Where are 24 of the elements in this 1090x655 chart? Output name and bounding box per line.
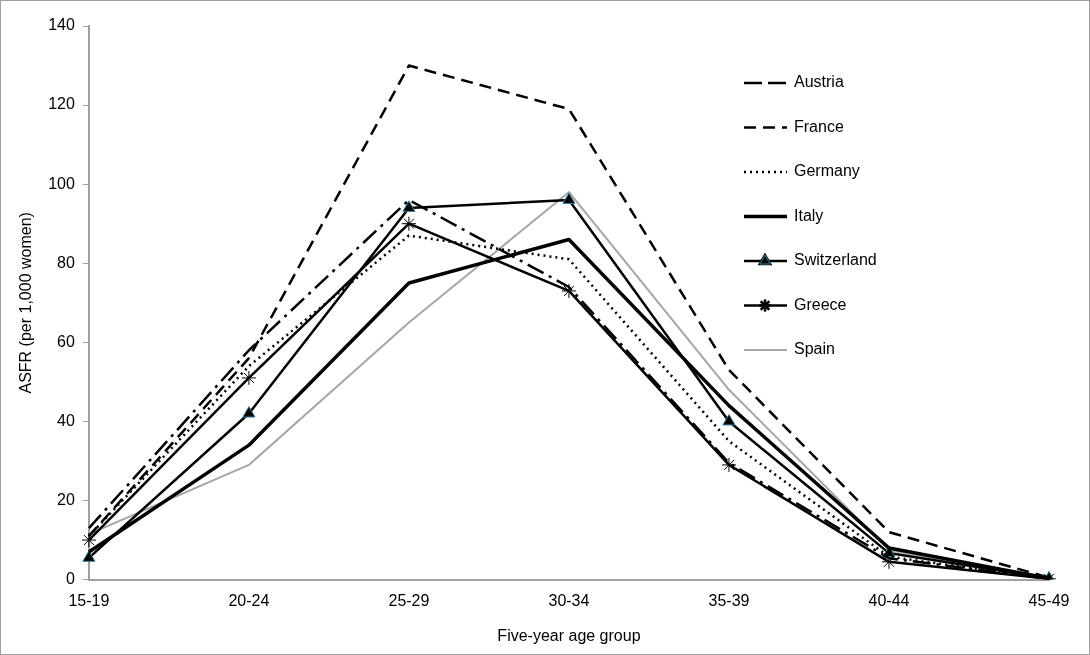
x-tick-label: 35-39	[708, 591, 750, 609]
y-tick-label: 100	[48, 174, 75, 192]
y-tick-label: 20	[57, 490, 75, 508]
y-tick-label: 60	[57, 332, 75, 350]
y-tick-label: 140	[48, 16, 75, 34]
y-axis-title: ASFR (per 1,000 women)	[17, 212, 35, 394]
x-tick-label: 30-34	[548, 591, 590, 609]
legend-label: Germany	[794, 162, 860, 180]
legend-label: Spain	[794, 340, 835, 358]
x-tick-label: 45-49	[1028, 591, 1070, 609]
y-tick-label: 0	[65, 570, 75, 588]
legend-label: Italy	[794, 206, 824, 224]
x-tick-label: 40-44	[868, 591, 910, 609]
y-tick-label: 40	[57, 411, 75, 429]
legend-label: Greece	[794, 295, 847, 313]
y-tick-label: 120	[48, 95, 75, 113]
x-tick-label: 15-19	[68, 591, 110, 609]
x-tick-label: 20-24	[228, 591, 270, 609]
y-tick-label: 80	[57, 253, 75, 271]
x-tick-label: 25-29	[388, 591, 430, 609]
legend-label: Austria	[794, 73, 844, 91]
legend-label: France	[794, 117, 844, 135]
x-axis-title: Five-year age group	[497, 626, 641, 644]
legend-label: Switzerland	[794, 251, 877, 269]
